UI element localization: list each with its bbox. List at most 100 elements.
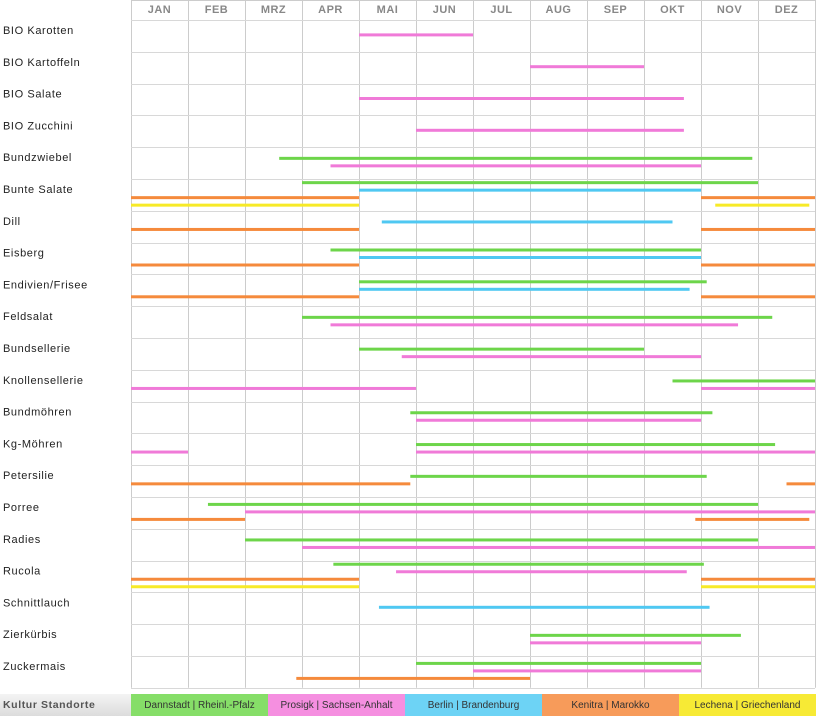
month-label: NOV bbox=[717, 4, 743, 16]
season-bar-prosigk bbox=[330, 323, 739, 327]
season-bar-kenitra bbox=[131, 482, 411, 486]
season-bar-kenitra bbox=[131, 196, 359, 200]
season-bar-berlin bbox=[378, 605, 710, 609]
crop-label: Feldsalat bbox=[3, 311, 53, 323]
season-bar-kenitra bbox=[701, 227, 815, 231]
month-label: MAI bbox=[377, 4, 399, 16]
month-label: AUG bbox=[546, 4, 572, 16]
crop-label: Zierkürbis bbox=[3, 629, 57, 641]
season-bar-lechena bbox=[131, 203, 359, 207]
crop-label: Petersilie bbox=[3, 470, 54, 482]
seasonal-availability-chart: JAN FEB MRZ APR MAI JUN JUL AUG SEP OKT NOV DEZ BIO… bbox=[3, 0, 816, 689]
month-label: SEP bbox=[604, 4, 628, 16]
season-bar-kenitra bbox=[131, 517, 245, 521]
legend-title: Kultur Standorte bbox=[0, 694, 131, 716]
legend-item-kenitra: Kenitra | Marokko bbox=[542, 694, 679, 716]
legend-item-lechena: Lechena | Griechenland bbox=[679, 694, 816, 716]
crop-label: Porree bbox=[3, 502, 40, 514]
season-bar-danstadt bbox=[279, 156, 753, 160]
season-bar-berlin bbox=[359, 287, 690, 291]
crop-label: Bundmöhren bbox=[3, 407, 72, 419]
season-bar-kenitra bbox=[296, 676, 530, 680]
season-bar-prosigk bbox=[131, 450, 188, 454]
month-label: OKT bbox=[660, 4, 685, 16]
season-bar-prosigk bbox=[701, 386, 815, 390]
crop-label: BIO Zucchini bbox=[3, 120, 73, 132]
month-labels: JAN FEB MRZ APR MAI JUN JUL AUG SEP OKT NOV DEZ bbox=[148, 4, 799, 16]
season-bar-berlin bbox=[381, 220, 673, 224]
season-bar-kenitra bbox=[701, 577, 815, 581]
season-bar-danstadt bbox=[359, 347, 644, 351]
season-bar-lechena bbox=[701, 585, 815, 589]
season-bar-prosigk bbox=[131, 386, 416, 390]
season-bars bbox=[131, 33, 815, 680]
season-bar-berlin bbox=[359, 188, 701, 192]
crop-label: Endivien/Frisee bbox=[3, 279, 88, 291]
crop-label: Dill bbox=[3, 216, 21, 228]
season-bar-prosigk bbox=[359, 33, 473, 37]
season-bar-prosigk bbox=[359, 97, 684, 100]
season-bar-prosigk bbox=[302, 545, 815, 549]
month-label: APR bbox=[318, 4, 343, 16]
month-label: JUL bbox=[490, 4, 512, 16]
season-bar-kenitra bbox=[701, 295, 815, 299]
season-bar-berlin bbox=[359, 256, 701, 259]
month-label: FEB bbox=[205, 4, 229, 16]
season-bar-prosigk bbox=[530, 641, 701, 645]
legend-item-prosigk: Prosigk | Sachsen-Anhalt bbox=[268, 694, 405, 716]
season-bar-danstadt bbox=[245, 538, 758, 542]
legend-item-danstadt: Dannstadt | Rheinl.-Pfalz bbox=[131, 694, 268, 716]
month-label: JUN bbox=[433, 4, 457, 16]
season-bar-prosigk bbox=[530, 65, 644, 69]
chart-grid bbox=[131, 0, 816, 689]
crop-label: Bundsellerie bbox=[3, 343, 71, 355]
season-bar-danstadt bbox=[333, 562, 704, 566]
month-label: JAN bbox=[148, 4, 172, 16]
season-bar-prosigk bbox=[416, 128, 684, 132]
legend-item-berlin: Berlin | Brandenburg bbox=[405, 694, 542, 716]
crop-label: Bunte Salate bbox=[3, 184, 73, 196]
season-bar-kenitra bbox=[701, 263, 815, 267]
season-bar-lechena bbox=[715, 203, 810, 207]
crop-label: Bundzwiebel bbox=[3, 152, 72, 164]
crop-label: BIO Kartoffeln bbox=[3, 57, 80, 69]
season-bar-danstadt bbox=[302, 315, 773, 319]
season-bar-kenitra bbox=[131, 263, 359, 267]
season-bar-prosigk bbox=[396, 570, 687, 574]
season-bar-danstadt bbox=[410, 474, 707, 478]
crop-label: Eisberg bbox=[3, 248, 45, 260]
season-bar-prosigk bbox=[330, 164, 701, 168]
season-bar-danstadt bbox=[672, 379, 815, 383]
season-bar-kenitra bbox=[131, 295, 359, 299]
crop-label: BIO Karotten bbox=[3, 25, 74, 37]
legend: Kultur Standorte Dannstadt | Rheinl.-Pfa… bbox=[0, 694, 838, 717]
crop-label: Rucola bbox=[3, 566, 41, 578]
crop-labels: BIO Karotten BIO Kartoffeln BIO Salate BIO … bbox=[3, 25, 88, 673]
crop-label: Zuckermais bbox=[3, 661, 66, 673]
season-bar-danstadt bbox=[359, 280, 707, 284]
month-label: MRZ bbox=[261, 4, 286, 16]
crop-label: Kg-Möhren bbox=[3, 438, 63, 450]
season-bar-danstadt bbox=[530, 633, 741, 637]
season-bar-prosigk bbox=[416, 418, 701, 422]
season-bar-kenitra bbox=[695, 517, 810, 521]
season-bar-danstadt bbox=[330, 248, 701, 252]
season-bar-kenitra bbox=[131, 577, 359, 581]
season-bar-lechena bbox=[131, 585, 359, 589]
season-bar-danstadt bbox=[410, 411, 713, 415]
season-bar-danstadt bbox=[416, 443, 776, 447]
crop-label: Radies bbox=[3, 534, 41, 546]
season-bar-prosigk bbox=[401, 355, 701, 359]
crop-label: Schnittlauch bbox=[3, 597, 70, 609]
season-bar-kenitra bbox=[131, 227, 359, 231]
season-bar-kenitra bbox=[701, 196, 815, 200]
season-bar-prosigk bbox=[416, 450, 815, 454]
crop-label: BIO Salate bbox=[3, 89, 62, 101]
season-bar-danstadt bbox=[302, 181, 758, 185]
month-label: DEZ bbox=[775, 4, 799, 16]
season-bar-kenitra bbox=[786, 482, 815, 486]
season-bar-prosigk bbox=[473, 669, 701, 673]
season-bar-prosigk bbox=[245, 510, 815, 514]
crop-label: Knollensellerie bbox=[3, 375, 84, 387]
season-bar-danstadt bbox=[207, 502, 758, 506]
